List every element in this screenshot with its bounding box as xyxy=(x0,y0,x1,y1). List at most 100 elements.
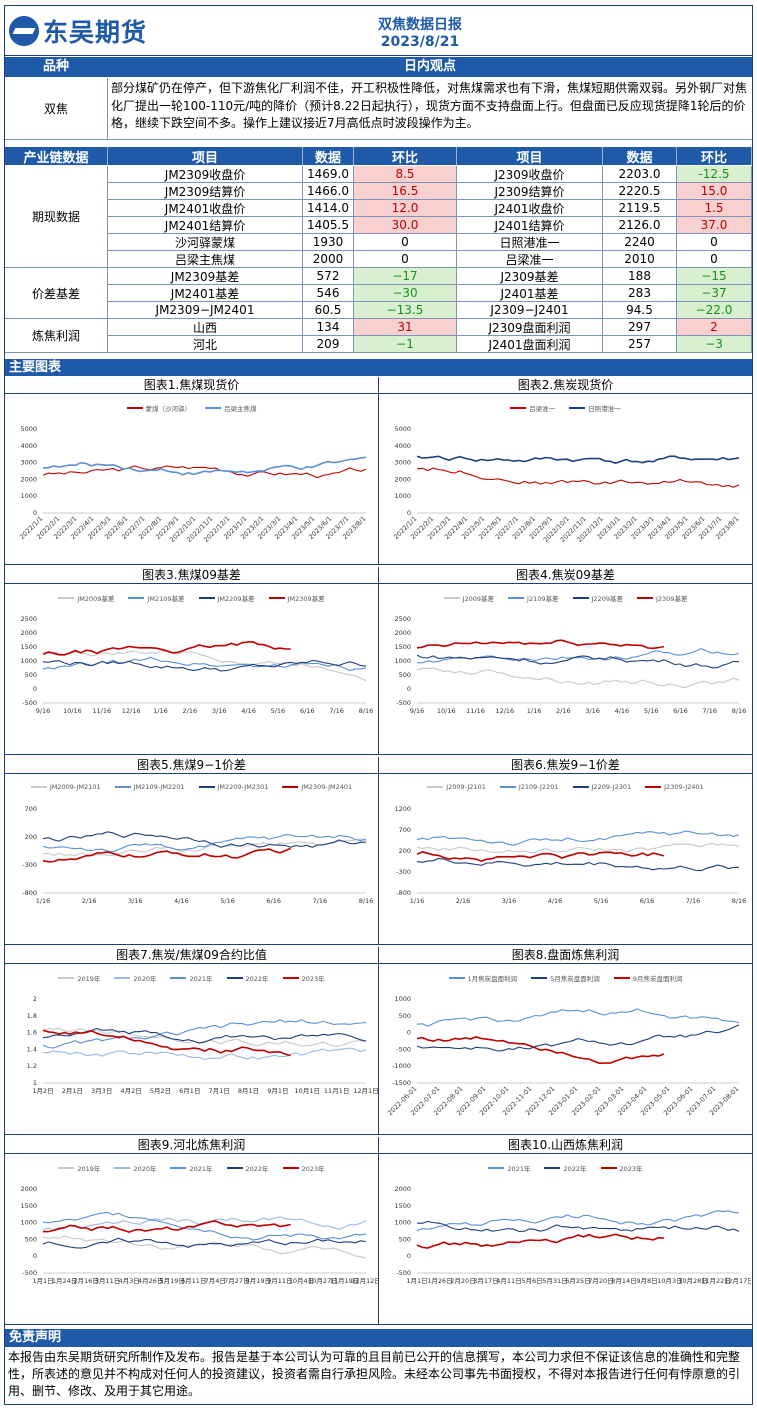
series-line xyxy=(416,639,665,650)
series-line xyxy=(416,455,740,465)
x-tick-label: 5月2日 xyxy=(150,1087,171,1095)
x-tick-label: 12/16 xyxy=(122,707,141,715)
x-tick-label: 1月1日 xyxy=(406,1277,427,1285)
legend-label: J2009-J2101 xyxy=(446,783,486,791)
chart-panel: 图表4.焦炭09基差 J2009基差 J2109基差 J2209基差 J2309基差 25… xyxy=(379,567,752,755)
chart-legend: JM2009基差 JM2109基差 JM2209基差 JM2309基差 xyxy=(5,593,378,603)
table-cell: −3 xyxy=(677,336,752,353)
y-tick-label: -500 xyxy=(396,699,411,707)
legend-label: 2021年 xyxy=(189,975,213,983)
x-tick-label: 1/16 xyxy=(410,897,425,905)
legend-swatch xyxy=(58,977,75,979)
x-tick-label: 6/16 xyxy=(640,897,655,905)
y-tick-label: 1500 xyxy=(20,643,37,651)
legend-label: 2023年 xyxy=(619,1165,643,1173)
table-cell: J2309−J2401 xyxy=(457,302,603,319)
chart-panel: 图表3.焦煤09基差 JM2009基差 JM2109基差 JM2209基差 JM2309… xyxy=(5,567,379,755)
series-line xyxy=(416,667,740,689)
table-cell: 94.5 xyxy=(603,302,677,319)
x-tick-label: 9月11日 xyxy=(267,1277,292,1285)
y-tick-label: 0 xyxy=(33,509,37,517)
legend-swatch xyxy=(170,1167,187,1169)
legend-label: 2019年 xyxy=(77,975,101,983)
table-cell: JM2309收盘价 xyxy=(108,166,303,183)
report-title: 双焦数据日报 xyxy=(378,17,462,33)
table-cell: 吕梁准一 xyxy=(457,251,603,268)
table-header-2: 数据 xyxy=(303,147,354,166)
series-line xyxy=(416,647,740,664)
table-cell: 31 xyxy=(354,319,457,336)
table-cell: JM2309−JM2401 xyxy=(108,302,303,319)
legend-swatch xyxy=(636,597,653,599)
chart-title: 图表9.河北炼焦利润 xyxy=(5,1137,378,1154)
variety-header: 品种 xyxy=(42,59,69,74)
table-cell: −22.0 xyxy=(677,302,752,319)
legend-item: JM2109基差 xyxy=(128,593,185,603)
y-tick-label: 700 xyxy=(399,826,411,834)
x-tick-label: 7月20日 xyxy=(588,1277,613,1285)
x-tick-label: 3月11日 xyxy=(95,1277,120,1285)
series-line xyxy=(416,1233,664,1249)
legend-label: 9月焦炭盘面利润 xyxy=(632,975,683,983)
legend-label: JM2009基差 xyxy=(77,595,115,603)
series-line xyxy=(42,656,367,672)
x-tick-label: 8/16 xyxy=(732,707,747,715)
legend-label: J2009基差 xyxy=(462,595,495,603)
x-tick-label: 2/16 xyxy=(183,707,198,715)
table-cell: 2119.5 xyxy=(603,200,677,217)
chart-legend: 1月焦炭盘面利润 5月焦炭盘面利润 9月焦炭盘面利润 xyxy=(379,973,752,983)
legend-swatch xyxy=(226,1167,243,1169)
legend-swatch xyxy=(572,786,589,788)
x-tick-label: 1/16 xyxy=(36,897,51,905)
table-cell: J2309结算价 xyxy=(457,183,603,200)
table-cell: JM2401收盘价 xyxy=(108,200,303,217)
x-tick-label: 3/16 xyxy=(212,707,227,715)
legend-label: JM2309基差 xyxy=(287,595,325,603)
table-cell: 吕梁主焦煤 xyxy=(108,251,303,268)
y-tick-label: 1500 xyxy=(394,643,411,651)
y-tick-label: 1000 xyxy=(394,995,411,1003)
legend-swatch xyxy=(198,786,215,788)
y-tick-label: 5000 xyxy=(20,425,37,433)
x-tick-label: 11/16 xyxy=(466,707,485,715)
legend-label: 吕梁准一 xyxy=(529,405,556,413)
group-label: 期现数据 xyxy=(5,166,108,268)
legend-label: J2109-J2201 xyxy=(518,783,559,791)
chart-legend: J2009-J2101 J2109-J2201 J2209-J2301 J2309-J… xyxy=(379,783,752,791)
table-cell: 0 xyxy=(354,234,457,251)
legend-swatch xyxy=(128,597,145,599)
x-tick-label: 7月27日 xyxy=(224,1277,249,1285)
charts-section-title: 主要图表 xyxy=(5,359,752,376)
x-tick-label: 5月6日 xyxy=(521,1277,542,1285)
y-tick-label: 2000 xyxy=(394,475,411,483)
series-line xyxy=(42,1047,367,1061)
table-cell: J2309收盘价 xyxy=(457,166,603,183)
series-line xyxy=(416,857,740,872)
table-cell: 257 xyxy=(603,336,677,353)
y-tick-label: 1.2 xyxy=(27,1062,37,1070)
chart-plot: 5000400030002000100002022/1/12022/2/1202… xyxy=(392,425,740,544)
legend-label: JM2209-JM2301 xyxy=(217,783,269,791)
legend-item: JM2009基差 xyxy=(58,593,114,603)
table-header-4: 项目 xyxy=(457,147,603,166)
y-tick-label: -300 xyxy=(396,868,411,876)
x-tick-label: 4月2日 xyxy=(120,1087,141,1095)
x-tick-label: 10月27日 xyxy=(308,1277,338,1285)
y-tick-label: 0 xyxy=(407,685,411,693)
table-cell: 1930 xyxy=(303,234,354,251)
table-cell: −37 xyxy=(677,285,752,302)
y-tick-label: 2000 xyxy=(394,1185,411,1193)
series-line xyxy=(42,834,367,853)
x-tick-label: 7/16 xyxy=(686,897,701,905)
legend-swatch xyxy=(499,786,516,788)
table-cell: 0 xyxy=(677,251,752,268)
table-cell: 60.5 xyxy=(303,302,354,319)
y-tick-label: 1000 xyxy=(394,492,411,500)
y-tick-label: 500 xyxy=(25,671,37,679)
legend-swatch xyxy=(198,597,215,599)
y-tick-label: 0 xyxy=(33,685,37,693)
logo-mark-icon xyxy=(9,16,39,46)
series-line xyxy=(42,1029,291,1057)
y-tick-label: 3000 xyxy=(394,459,411,467)
x-tick-label: 5/16 xyxy=(271,707,286,715)
